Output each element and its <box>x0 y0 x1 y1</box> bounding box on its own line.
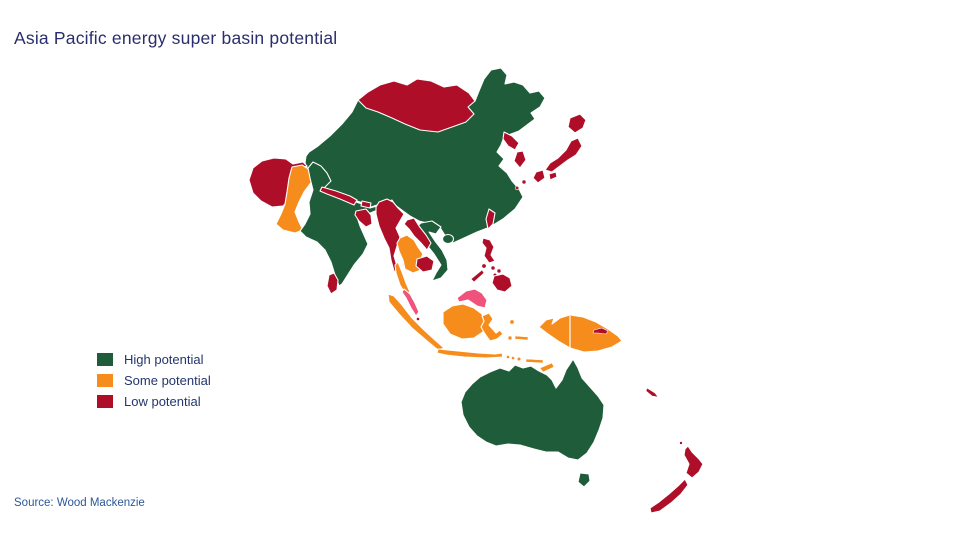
region-mongolia <box>357 78 476 133</box>
region-indonesia-sumbawa <box>516 356 522 362</box>
region-indonesia-sumatra <box>387 293 445 351</box>
region-philippines-palawan <box>470 269 485 283</box>
region-indonesia-buru <box>507 335 513 341</box>
legend-label-some: Some potential <box>124 373 211 388</box>
legend-item-low: Low potential <box>97 394 211 409</box>
region-malaysia-peninsula <box>401 288 420 317</box>
region-philippines-mindanao <box>491 273 513 293</box>
page-title: Asia Pacific energy super basin potentia… <box>14 28 338 48</box>
region-philippines-luzon <box>481 237 496 264</box>
region-japan-honshu <box>544 137 583 173</box>
region-japan-hokkaido <box>567 113 587 134</box>
region-new-zealand-north <box>683 445 704 479</box>
region-new-zealand-tip <box>679 441 683 445</box>
region-indonesia-flores <box>525 358 544 364</box>
region-japan-ryukyu2 <box>514 185 520 191</box>
legend-item-some: Some potential <box>97 373 211 388</box>
region-indonesia-bali <box>506 355 510 359</box>
legend: High potential Some potential Low potentia… <box>97 352 211 416</box>
region-south-korea <box>513 150 527 169</box>
region-australia <box>460 358 605 461</box>
legend-swatch-some <box>97 374 113 387</box>
legend-swatch-low <box>97 395 113 408</box>
region-malaysia-borneo <box>456 288 488 309</box>
legend-swatch-high <box>97 353 113 366</box>
region-myanmar <box>375 198 405 275</box>
region-indonesia-kalimantan <box>442 303 487 340</box>
source-note: Source: Wood Mackenzie <box>14 497 145 509</box>
legend-label-high: High potential <box>124 352 204 367</box>
region-indonesia-lombok <box>511 356 515 360</box>
region-new-britain <box>592 327 609 335</box>
region-nepal <box>319 186 358 206</box>
region-philippines-mindoro <box>481 263 487 269</box>
region-bangladesh <box>354 208 373 228</box>
region-philippines-visayas1 <box>490 265 496 271</box>
region-sri-lanka <box>326 272 339 295</box>
region-laos <box>403 217 432 251</box>
region-philippines-visayas2 <box>496 268 502 274</box>
region-indonesia-halmahera <box>509 319 515 325</box>
region-japan-kyushu <box>532 169 546 184</box>
region-bhutan <box>360 200 372 209</box>
legend-label-low: Low potential <box>124 394 201 409</box>
legend-item-high: High potential <box>97 352 211 367</box>
region-indonesia-seram <box>514 335 529 341</box>
region-cambodia <box>415 255 435 273</box>
region-new-guinea <box>538 314 623 353</box>
region-singapore <box>416 317 420 321</box>
region-indonesia-sulawesi <box>480 312 504 342</box>
region-indonesia-timor <box>539 362 555 373</box>
region-indonesia-java <box>436 348 504 359</box>
region-japan-ryukyu1 <box>521 179 527 185</box>
region-new-caledonia <box>645 387 659 398</box>
region-new-zealand-south <box>649 478 689 514</box>
region-taiwan <box>485 208 496 230</box>
region-tasmania <box>577 472 591 488</box>
region-north-korea <box>502 131 520 151</box>
region-hainan <box>441 233 455 245</box>
region-japan-shikoku <box>548 171 558 181</box>
